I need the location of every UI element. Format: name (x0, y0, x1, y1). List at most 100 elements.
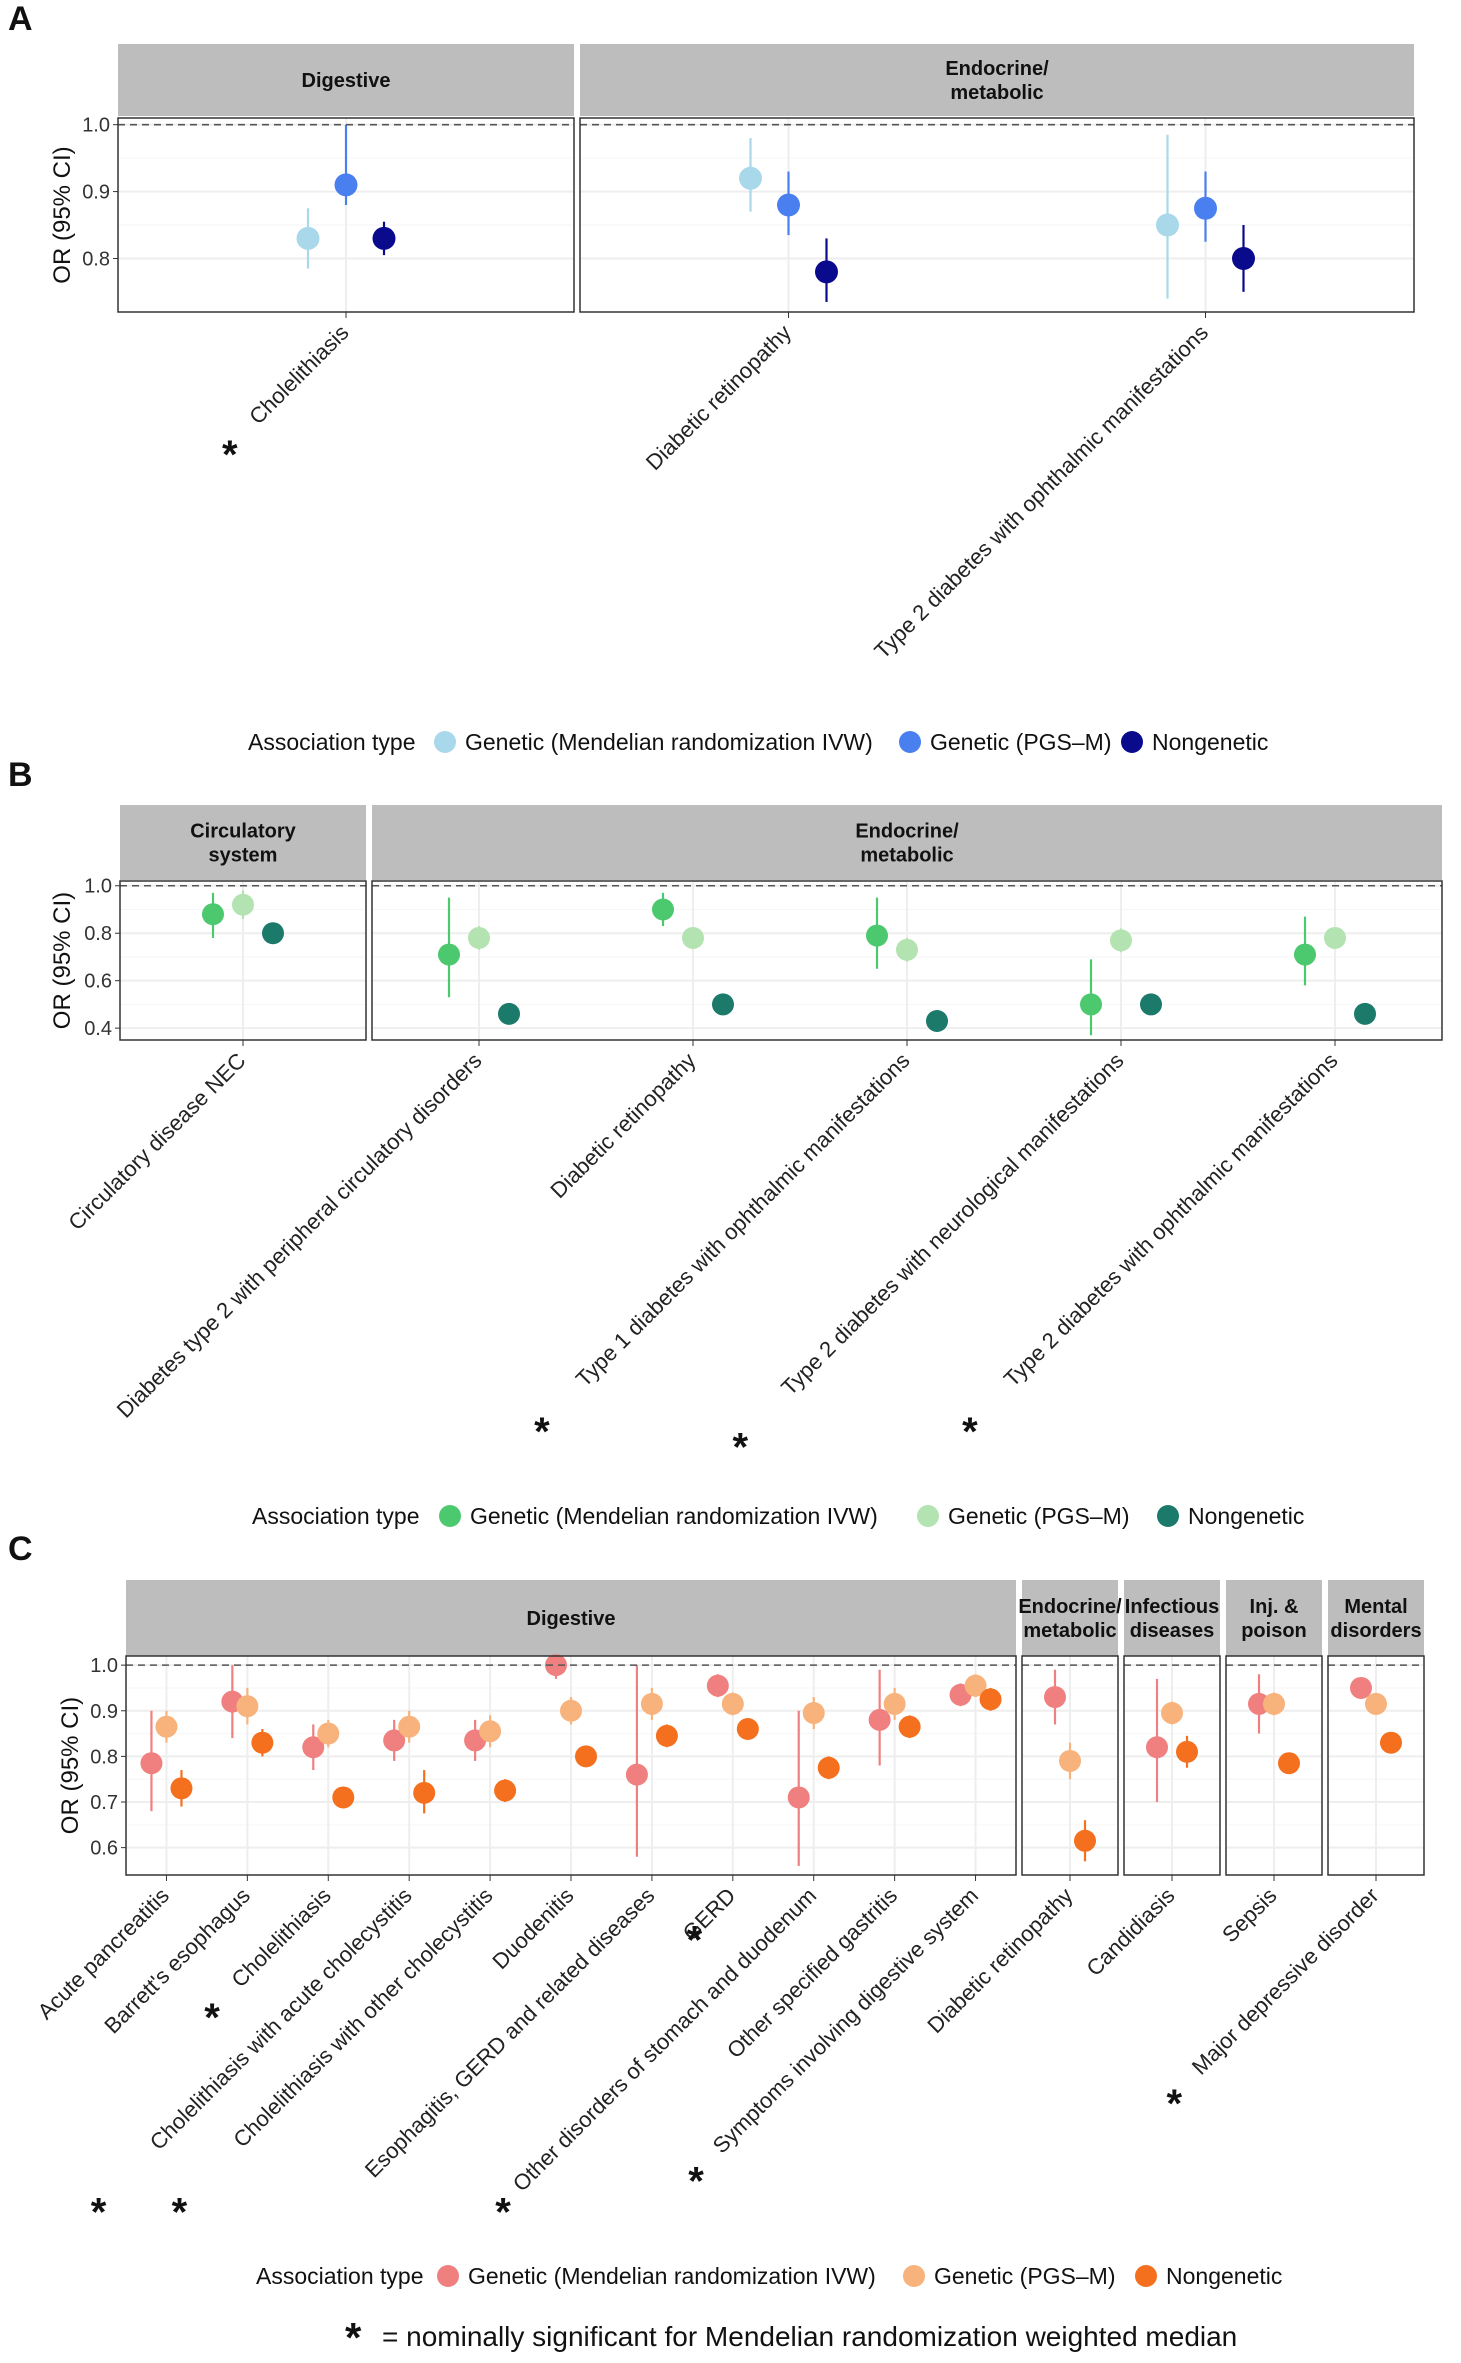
y-axis-label: OR (95% CI) (57, 1697, 84, 1834)
data-point (868, 1708, 891, 1731)
data-point (1176, 1740, 1198, 1763)
x-tick-label: Candidiasis (1081, 1883, 1179, 1981)
y-tick-label: 0.8 (82, 248, 110, 270)
facet-label: system (209, 845, 278, 867)
data-point (655, 1724, 678, 1747)
facet-label: diseases (1130, 1620, 1215, 1642)
y-axis-label: OR (95% CI) (49, 146, 76, 283)
data-point (479, 1720, 502, 1743)
data-point (202, 903, 224, 926)
data-point (1140, 993, 1162, 1016)
asterisk-icon: * (687, 1918, 703, 1962)
asterisk-icon: * (172, 2191, 188, 2235)
data-point (468, 926, 490, 949)
facet-strip (372, 805, 1442, 880)
x-tick-label: Acute pancreatitis (33, 1883, 174, 2024)
x-tick-label: Type 2 diabetes with ophthalmic manifest… (869, 320, 1213, 664)
asterisk-icon: * (1166, 2082, 1182, 2126)
facet-border (1225, 1655, 1323, 1876)
data-point (817, 1756, 840, 1779)
legend: Association type Genetic (Mendelian rando… (248, 729, 1268, 755)
data-point (926, 1010, 948, 1033)
legend-entry: Genetic (PGS–M) (934, 2263, 1116, 2289)
y-tick-label: 1.0 (82, 115, 110, 137)
y-tick-label: 0.8 (90, 1746, 118, 1768)
data-point (296, 226, 320, 250)
facet-border (579, 117, 1415, 313)
facet-border (125, 1655, 1017, 1876)
facet-label: Inj. & (1250, 1596, 1299, 1618)
facet-strip (126, 1580, 1016, 1656)
x-tick-label: Cholelithiasis (244, 320, 353, 429)
panel-a: A OR (95% CI) 0.8 0.9 1.0 Digestive Cholelithi… (8, 0, 1415, 755)
data-point (787, 1786, 810, 1809)
facet-label: Digestive (302, 70, 391, 92)
data-point (1232, 246, 1255, 270)
data-point (498, 1002, 520, 1025)
y-tick-label: 1.0 (84, 876, 112, 898)
legend-entry: Genetic (Mendelian randomization IVW) (468, 2263, 876, 2289)
x-tick-label: Diabetic retinopathy (641, 320, 796, 475)
asterisk-icon: * (688, 2160, 704, 2204)
footnote-text: = nominally significant for Mendelian ra… (382, 2321, 1237, 2352)
data-point (232, 893, 254, 916)
data-point (140, 1752, 163, 1775)
data-point (251, 1731, 274, 1754)
facet-strip (120, 805, 366, 880)
facet-label: Circulatory (190, 821, 296, 843)
data-point (640, 1692, 663, 1715)
asterisk-icon: * (91, 2191, 107, 2235)
data-point (1044, 1686, 1066, 1709)
data-point (334, 173, 358, 197)
x-tick-label: Other disorders of stomach and duodenum (508, 1883, 821, 2196)
data-point (1324, 926, 1346, 949)
legend-entry: Genetic (PGS–M) (948, 1503, 1130, 1529)
data-point (332, 1786, 355, 1809)
x-tick-label: Diabetes type 2 with peripheral circulat… (112, 1048, 487, 1423)
legend: Association type Genetic (Mendelian rando… (252, 1503, 1304, 1529)
y-tick-label: 0.6 (90, 1838, 118, 1860)
data-point (815, 260, 838, 284)
facet-border (117, 117, 575, 313)
data-point (866, 924, 888, 947)
data-point (736, 1718, 759, 1740)
data-point (682, 926, 704, 949)
legend-entry: Nongenetic (1166, 2263, 1282, 2289)
data-point (1380, 1731, 1402, 1754)
data-point (1263, 1692, 1285, 1715)
data-point (802, 1702, 825, 1725)
data-point (372, 226, 396, 250)
y-tick-label: 0.9 (82, 182, 110, 204)
data-point (883, 1692, 906, 1715)
data-point (964, 1674, 987, 1697)
facet-strip (580, 44, 1414, 116)
data-point (262, 922, 284, 945)
facet: Endocrine/metabolic Diabetic retinopathy T… (579, 44, 1415, 664)
asterisk-icon: * (495, 2191, 511, 2235)
y-tick-label: 0.6 (84, 971, 112, 993)
x-tick-label: Esophagitis, GERD and related diseases (360, 1883, 660, 2183)
data-point (1365, 1692, 1387, 1715)
data-point (170, 1777, 193, 1800)
data-point (383, 1729, 406, 1752)
data-point (575, 1745, 597, 1768)
data-point (560, 1699, 582, 1722)
data-point (898, 1715, 921, 1738)
data-point (1074, 1829, 1096, 1852)
data-point (979, 1688, 1002, 1711)
data-point (1110, 929, 1132, 952)
y-tick-label: 0.9 (90, 1701, 118, 1723)
data-point (1059, 1749, 1081, 1772)
legend-entry: Nongenetic (1152, 729, 1268, 755)
legend-swatch (917, 1505, 939, 1527)
data-point (1354, 1002, 1376, 1025)
data-point (896, 938, 918, 961)
data-point (302, 1736, 325, 1759)
data-point (777, 193, 800, 217)
x-tick-label: Type 2 diabetes with neurological manife… (776, 1048, 1128, 1400)
data-point (1080, 993, 1102, 1016)
facet-label: Endocrine/ (855, 821, 959, 843)
facet-label: Digestive (527, 1608, 616, 1630)
